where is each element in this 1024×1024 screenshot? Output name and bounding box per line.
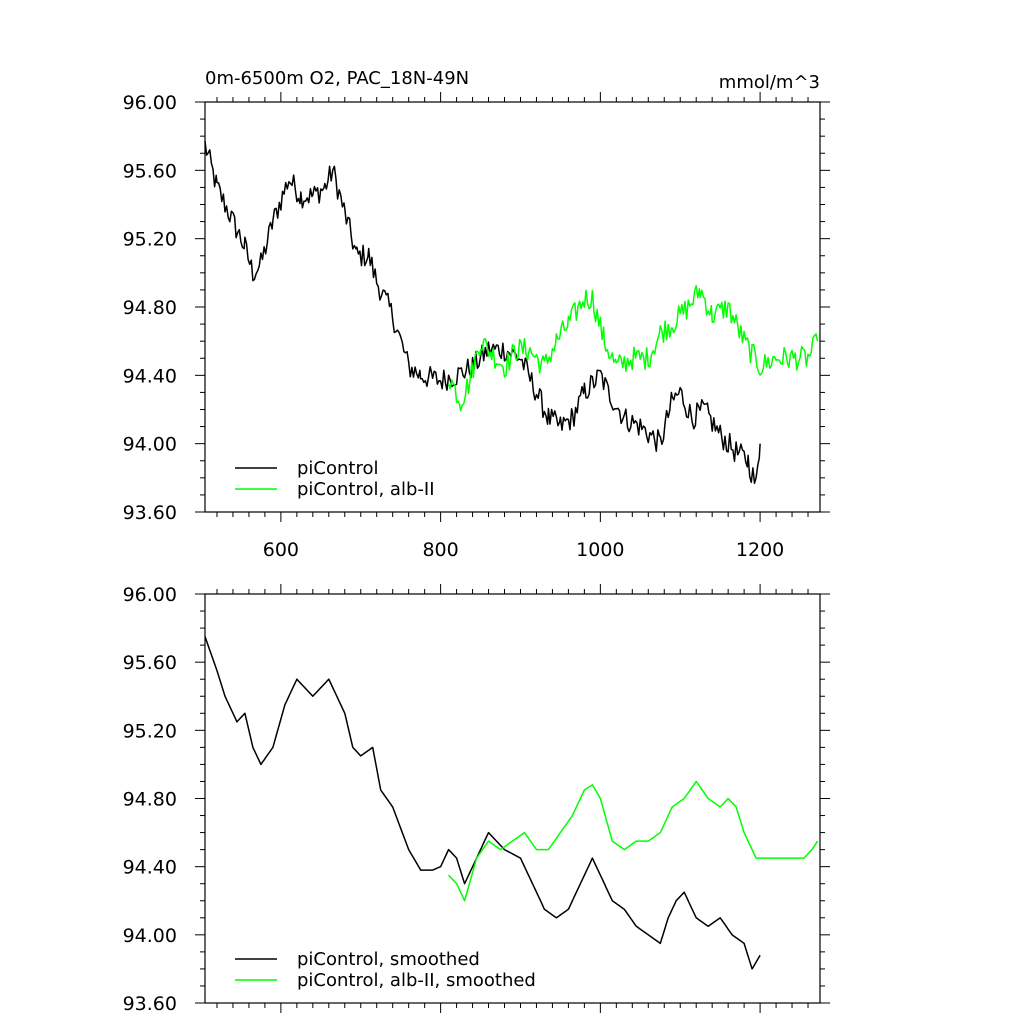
y-tick-label: 96.00 (123, 92, 177, 114)
y-tick-label: 95.60 (123, 652, 177, 674)
y-tick-label: 94.80 (123, 789, 177, 811)
series-line-1 (447, 285, 819, 412)
top-panel: 0m-6500m O2, PAC_18N-49N mmol/m^3 93.60 9… (123, 68, 830, 561)
y-tick-label: 95.20 (123, 229, 177, 251)
y-tick-label: 94.40 (123, 365, 177, 387)
y-tick-label: 95.20 (123, 720, 177, 742)
y-tick-label: 94.00 (123, 434, 177, 456)
bottom-panel: 93.60 94.00 94.40 94.80 95.20 95.60 96.00 piCon… (123, 584, 830, 1015)
legend-label-0: piControl (297, 458, 379, 479)
legend-label-1: piControl, alb-II, smoothed (297, 970, 536, 991)
y-tick-label: 94.80 (123, 297, 177, 319)
series-line-0 (204, 140, 761, 485)
y-tick-label: 94.00 (123, 925, 177, 947)
x-tick-label: 800 (422, 539, 458, 561)
y-tick-label: 93.60 (123, 993, 177, 1015)
y-tick-label: 96.00 (123, 584, 177, 606)
x-tick-label: 1200 (736, 539, 784, 561)
chart-title: 0m-6500m O2, PAC_18N-49N (205, 68, 469, 89)
y-tick-label: 93.60 (123, 502, 177, 524)
y-tick-label: 95.60 (123, 160, 177, 182)
legend-label-1: piControl, alb-II (297, 479, 435, 500)
units-label: mmol/m^3 (719, 72, 820, 93)
x-tick-label: 1000 (576, 539, 624, 561)
y-tick-label: 94.40 (123, 857, 177, 879)
series-line-1 (448, 780, 819, 902)
series-line-0 (204, 636, 761, 970)
x-tick-label: 600 (263, 539, 299, 561)
legend-label-0: piControl, smoothed (297, 949, 480, 970)
